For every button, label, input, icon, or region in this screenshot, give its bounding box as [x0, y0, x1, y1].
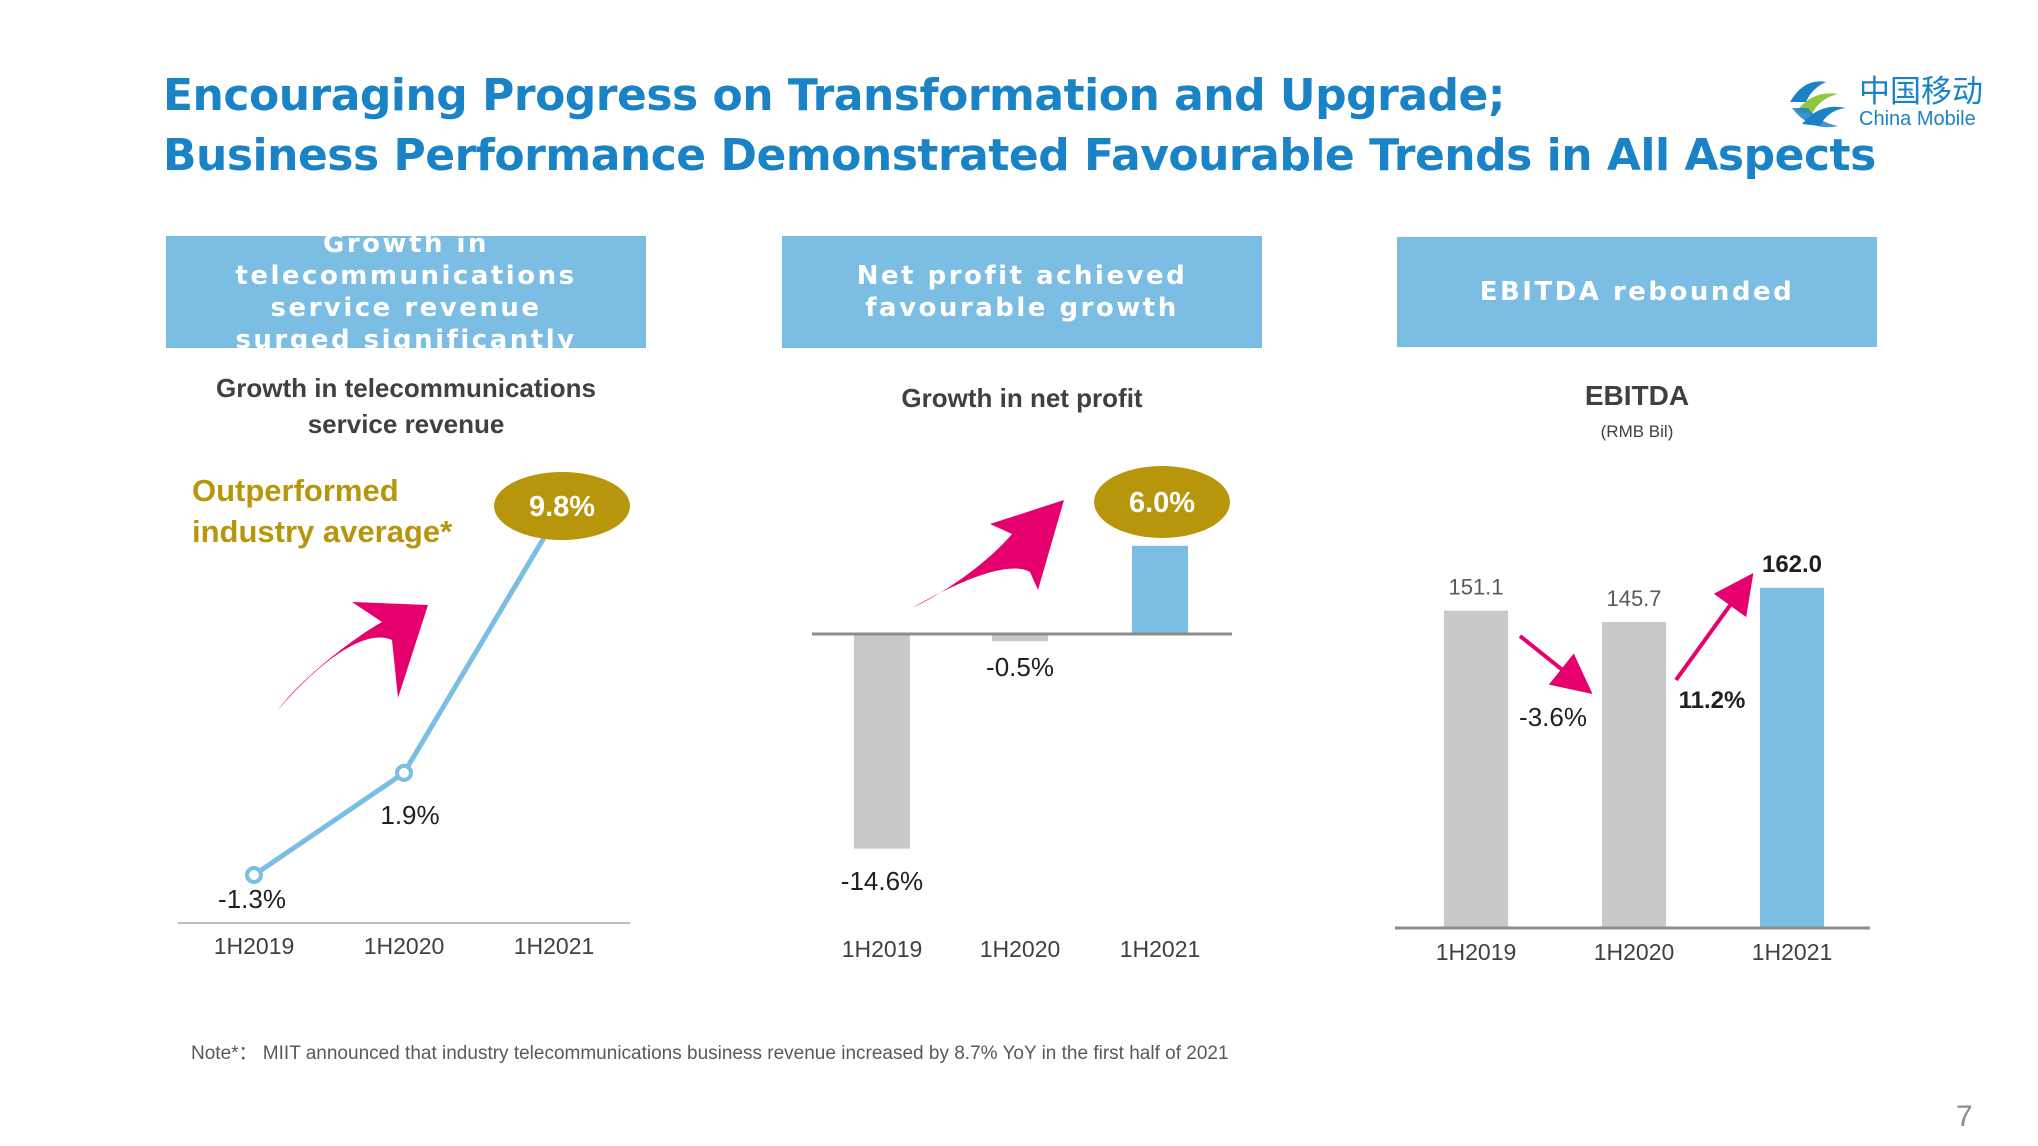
- net-profit-bar-chart: 1H2019 1H2020 1H2021 -14.6% -0.5% 6.0%: [812, 466, 1232, 962]
- up-arrow-icon: [1674, 573, 1754, 682]
- x-tick-label: 1H2021: [514, 933, 595, 959]
- growth-badge-label: 6.0%: [1129, 487, 1195, 519]
- growth-badge: [1094, 466, 1230, 538]
- outperform-highlight: Outperformed industry average*: [192, 473, 453, 549]
- x-tick-label: 1H2019: [842, 936, 923, 962]
- data-label: -0.5%: [986, 652, 1054, 682]
- bar-1H2020: [992, 634, 1048, 642]
- x-tick-label: 1H2020: [1594, 939, 1675, 965]
- footnote: Note*： MIIT announced that industry tele…: [191, 1043, 1229, 1064]
- data-label: 162.0: [1762, 551, 1822, 578]
- x-tick-label: 1H2020: [364, 933, 445, 959]
- bar-1H2020: [1602, 622, 1666, 928]
- china-mobile-logo-icon: [1790, 81, 1846, 128]
- revenue-growth-line-chart: 1H2019 1H2020 1H2021 -1.3% 1.9% 9.8%: [178, 472, 630, 959]
- page-number: 7: [1956, 1100, 1973, 1133]
- x-tick-label: 1H2021: [1120, 936, 1201, 962]
- growth-badge: [494, 472, 630, 540]
- bar-1H2021: [1132, 545, 1188, 634]
- logo-english-text: China Mobile: [1859, 108, 1976, 130]
- data-point-1H2019: [245, 866, 263, 884]
- bar-1H2019: [1444, 610, 1508, 928]
- data-label: 145.7: [1606, 586, 1661, 611]
- bar-1H2019: [854, 634, 910, 849]
- ebitda-bar-chart: 151.1 145.7 162.0 1H2019 1H2020 1H2021 -3.6% 11…: [1395, 551, 1870, 965]
- down-arrow-icon: [1518, 634, 1593, 694]
- slide-title: Encouraging Progress on Transformation a…: [163, 66, 1876, 186]
- change-label: -3.6%: [1519, 702, 1587, 732]
- panel-header-ebitda-text: EBITDA rebounded: [1479, 277, 1795, 307]
- chart-title-revenue: Growth in telecommunications service rev…: [216, 373, 596, 439]
- chart-title-ebitda: EBITDA: [1584, 380, 1690, 411]
- panel-header-ebitda: EBITDA rebounded: [1397, 237, 1877, 347]
- panel-header-revenue: Growth in telecommunications service rev…: [166, 229, 646, 355]
- bar-1H2021: [1760, 587, 1824, 928]
- panel-header-net-profit-text: Net profit achieved favourable growth: [856, 261, 1188, 323]
- change-label: 11.2%: [1679, 687, 1746, 714]
- data-point-1H2020: [395, 763, 413, 782]
- x-tick-label: 1H2021: [1752, 939, 1833, 965]
- data-label: -1.3%: [218, 884, 286, 914]
- panel-header-net-profit: Net profit achieved favourable growth: [782, 236, 1262, 348]
- x-tick-label: 1H2019: [214, 933, 295, 959]
- data-label: -14.6%: [841, 866, 923, 896]
- x-tick-label: 1H2020: [980, 936, 1061, 962]
- ebitda-unit: (RMB Bil): [1600, 422, 1674, 441]
- title-line-2: Business Performance Demonstrated Favour…: [163, 130, 1876, 181]
- upward-arrow-icon: [278, 602, 428, 710]
- upward-arrow-icon: [912, 500, 1064, 608]
- x-tick-label: 1H2019: [1436, 939, 1517, 965]
- growth-badge-label: 9.8%: [529, 491, 595, 523]
- title-line-1: Encouraging Progress on Transformation a…: [163, 70, 1505, 121]
- china-mobile-logo: 中国移动 China Mobile: [1782, 64, 1992, 144]
- data-label: 1.9%: [380, 800, 439, 830]
- chart-title-net-profit: Growth in net profit: [901, 383, 1143, 413]
- logo-chinese-text: 中国移动: [1859, 74, 1983, 110]
- panel-header-revenue-text: Growth in telecommunications service rev…: [235, 229, 577, 355]
- data-label: 151.1: [1448, 575, 1503, 600]
